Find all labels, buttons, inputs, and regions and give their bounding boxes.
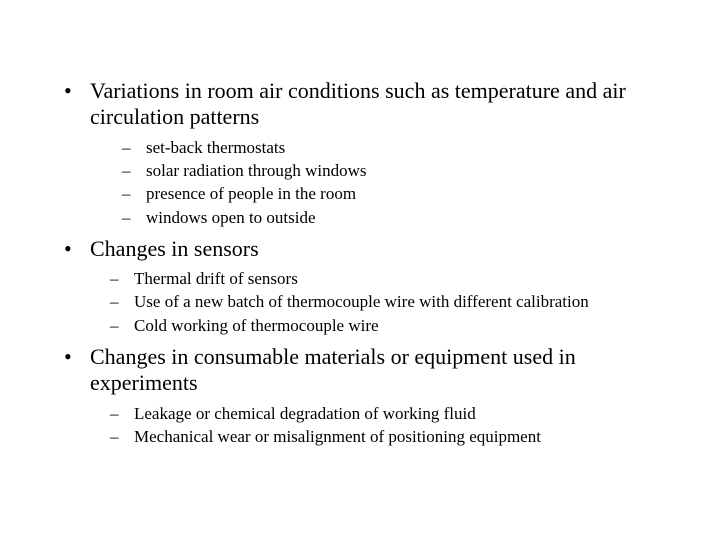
list-item: Cold working of thermocouple wire — [90, 315, 680, 336]
list-item: Leakage or chemical degradation of worki… — [90, 403, 680, 424]
list-item: Variations in room air conditions such a… — [40, 78, 680, 228]
bullet-list-level2: set-back thermostats solar radiation thr… — [90, 137, 680, 228]
bullet-text: Variations in room air conditions such a… — [90, 78, 626, 129]
list-item: windows open to outside — [90, 207, 680, 228]
sub-bullet-text: presence of people in the room — [146, 184, 356, 203]
sub-bullet-text: Leakage or chemical degradation of worki… — [134, 404, 476, 423]
list-item: solar radiation through windows — [90, 160, 680, 181]
bullet-text: Changes in consumable materials or equip… — [90, 344, 576, 395]
sub-bullet-text: Cold working of thermocouple wire — [134, 316, 379, 335]
sub-bullet-text: set-back thermostats — [146, 138, 285, 157]
list-item: Mechanical wear or misalignment of posit… — [90, 426, 680, 447]
sub-bullet-text: Mechanical wear or misalignment of posit… — [134, 427, 541, 446]
sub-bullet-text: Use of a new batch of thermocouple wire … — [134, 292, 589, 311]
list-item: set-back thermostats — [90, 137, 680, 158]
sub-bullet-text: windows open to outside — [146, 208, 316, 227]
bullet-text: Changes in sensors — [90, 236, 259, 261]
sub-bullet-text: solar radiation through windows — [146, 161, 367, 180]
list-item: presence of people in the room — [90, 183, 680, 204]
list-item: Use of a new batch of thermocouple wire … — [90, 291, 680, 312]
list-item: Changes in consumable materials or equip… — [40, 344, 680, 447]
slide-body: Variations in room air conditions such a… — [0, 0, 720, 540]
sub-bullet-text: Thermal drift of sensors — [134, 269, 298, 288]
bullet-list-level1: Variations in room air conditions such a… — [40, 78, 680, 447]
bullet-list-level2: Leakage or chemical degradation of worki… — [90, 403, 680, 448]
list-item: Thermal drift of sensors — [90, 268, 680, 289]
bullet-list-level2: Thermal drift of sensors Use of a new ba… — [90, 268, 680, 336]
list-item: Changes in sensors Thermal drift of sens… — [40, 236, 680, 336]
